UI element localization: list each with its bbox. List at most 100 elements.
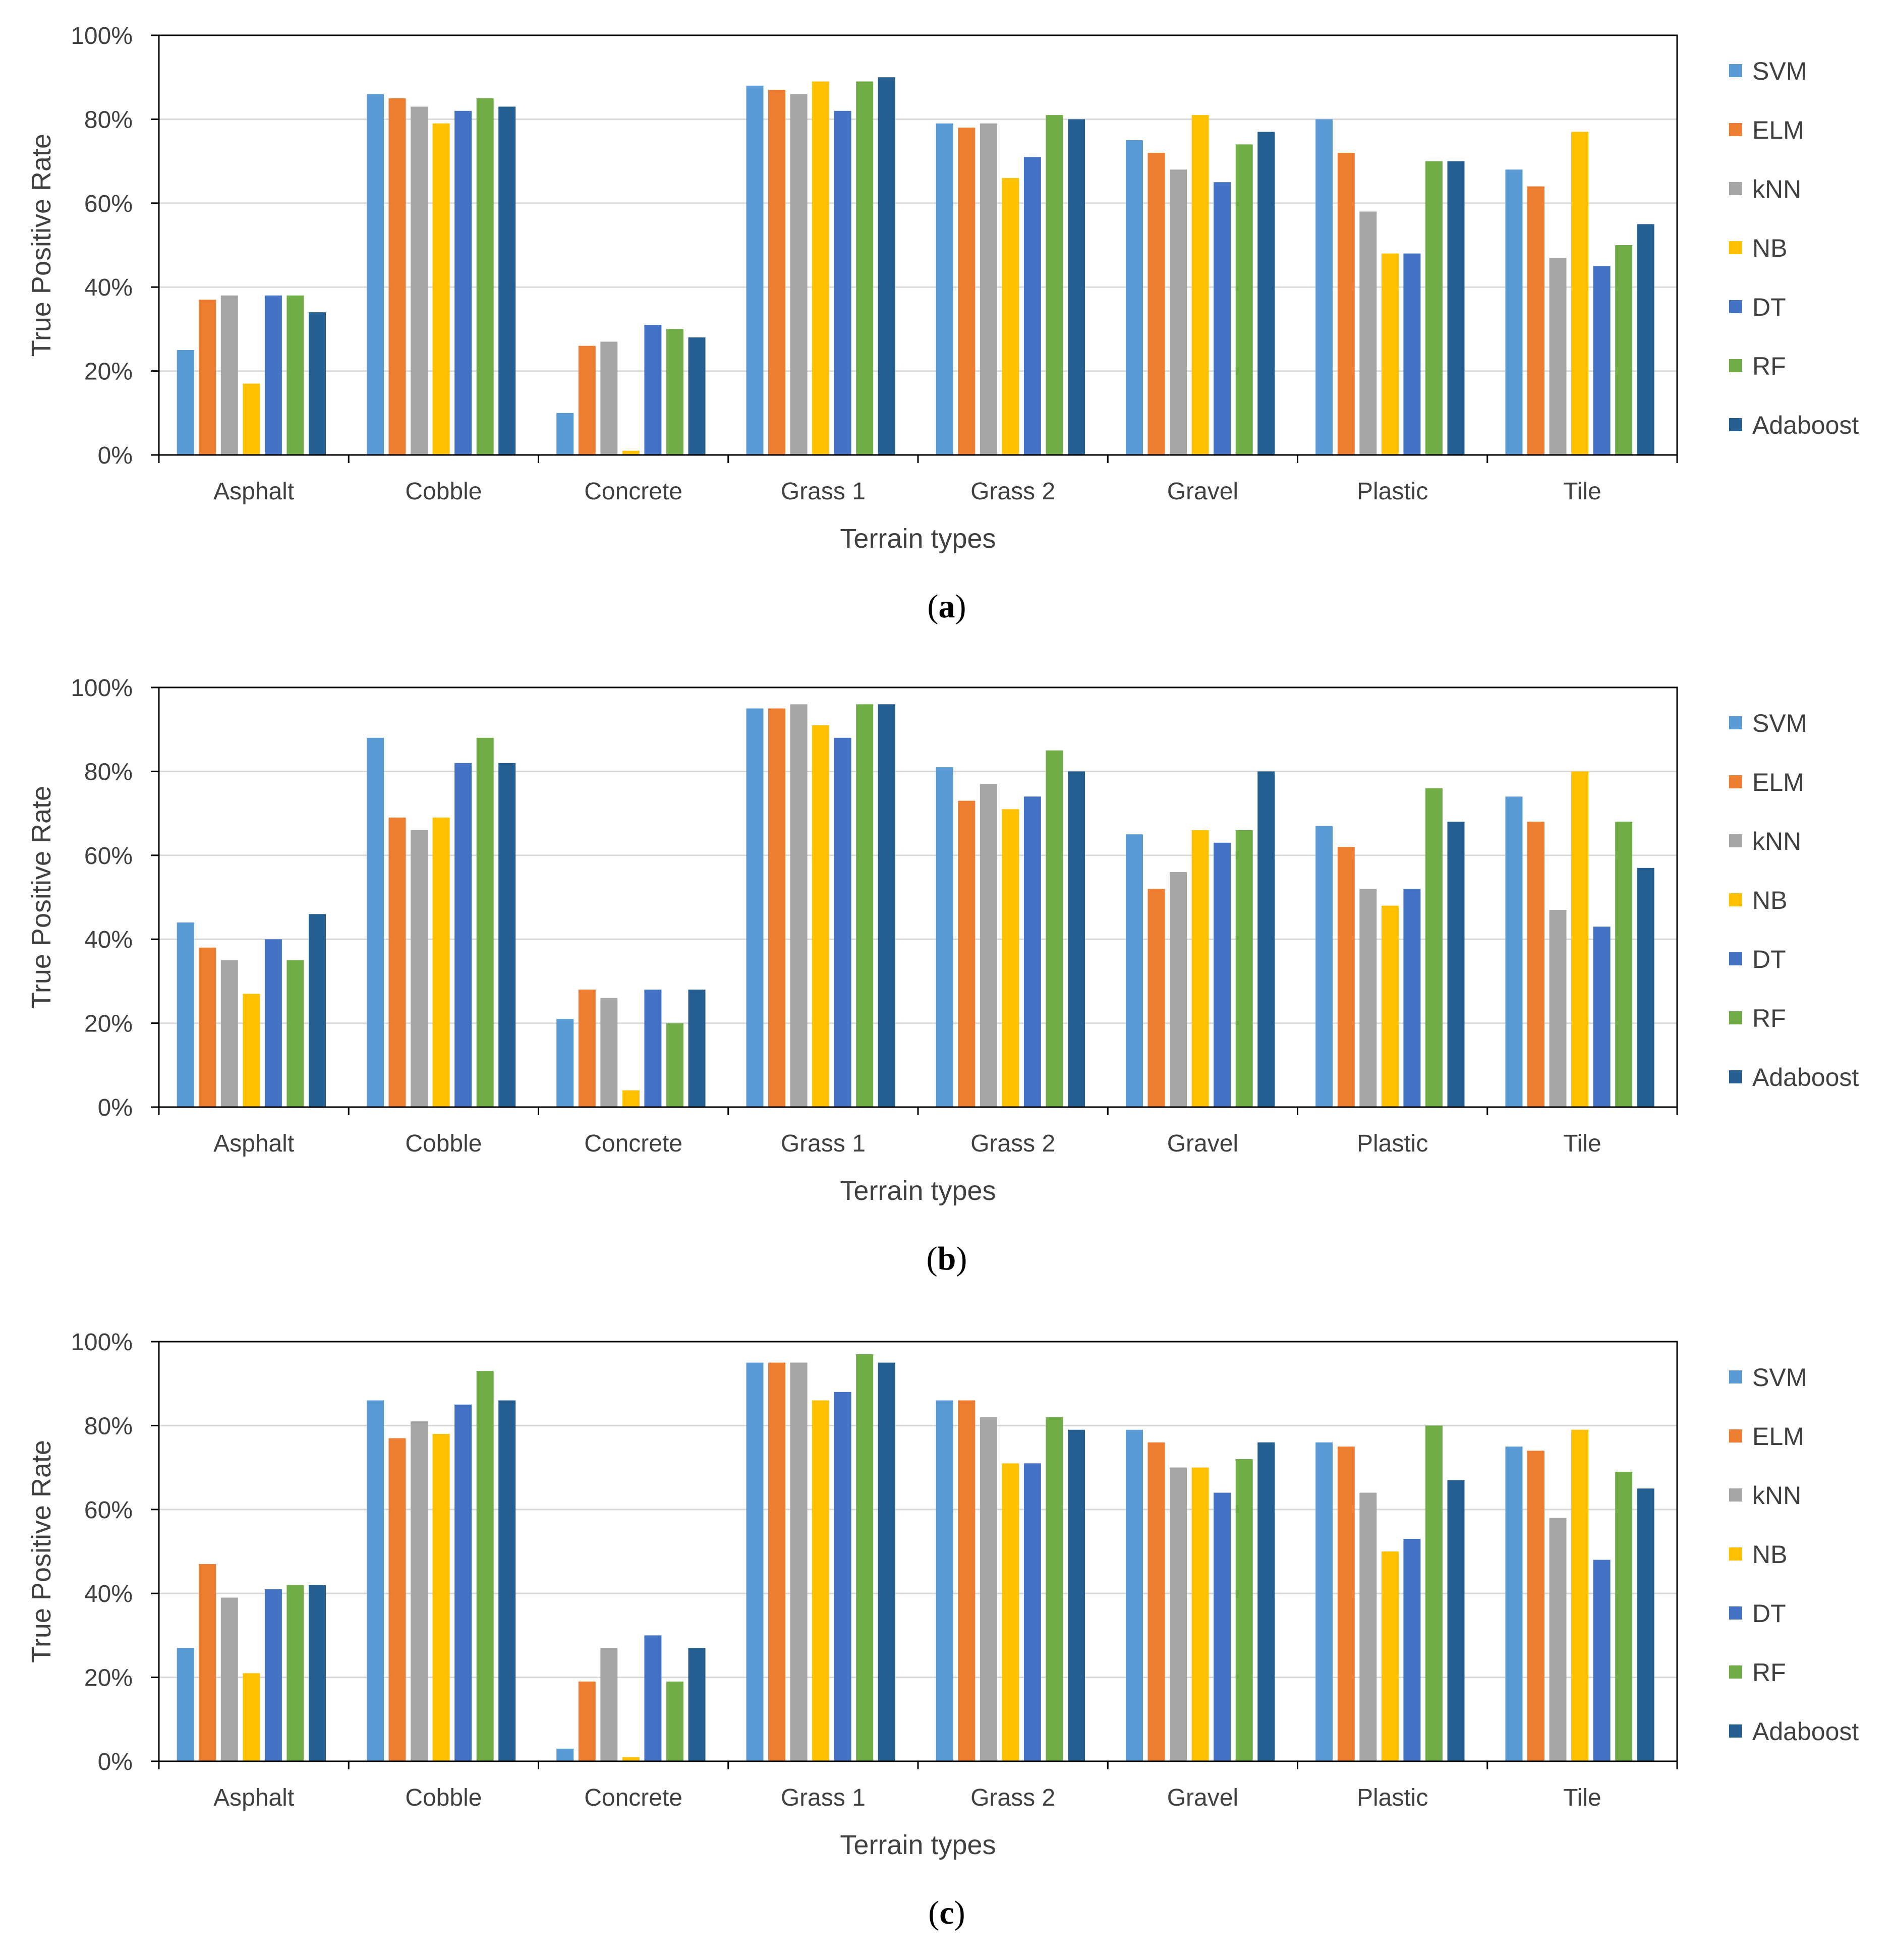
bar-dt-asphalt (264, 295, 282, 455)
bar-elm-tile (1527, 1451, 1544, 1761)
legend-item: SVM (1729, 57, 1807, 85)
legend-item: kNN (1729, 175, 1801, 203)
bar-svm-grass-2 (936, 123, 953, 455)
bar-dt-grass-1 (834, 110, 851, 455)
bar-svm-asphalt (177, 350, 194, 455)
y-tick-label: 20% (84, 1011, 133, 1037)
x-tick-label: Cobble (405, 1130, 482, 1157)
x-tick-label: Concrete (584, 1784, 682, 1811)
bar-svm-plastic (1315, 826, 1333, 1107)
legend-label: Adaboost (1752, 1063, 1859, 1091)
bar-dt-tile (1593, 927, 1611, 1107)
legend-swatch-elm (1729, 1429, 1742, 1443)
bar-svm-tile (1505, 1447, 1523, 1761)
bar-elm-cobble (388, 1438, 406, 1761)
legend-item: RF (1729, 1658, 1786, 1687)
legend-item: ELM (1729, 1422, 1804, 1451)
bar-knn-plastic (1359, 1492, 1377, 1761)
bar-adaboost-gravel (1257, 1442, 1275, 1761)
legend-label: SVM (1752, 57, 1807, 85)
chart-panel-c: 0% 20% 40% 60% 80% 100% Asphalt Cobble Concrete G… (26, 1329, 1859, 1931)
bar-adaboost-asphalt (309, 1585, 326, 1761)
legend-swatch-svm (1729, 1370, 1742, 1383)
bar-adaboost-cobble (498, 1400, 516, 1761)
bar-knn-tile (1549, 910, 1567, 1107)
x-tick-label: Grass 2 (970, 1784, 1055, 1811)
bar-elm-cobble (388, 817, 406, 1107)
bar-rf-tile (1615, 822, 1633, 1107)
bar-svm-gravel (1126, 1429, 1143, 1761)
y-tick-label: 100% (71, 675, 133, 702)
chart-panel-b: 0% 20% 40% 60% 80% 100% Asphalt Cobble Concrete G… (26, 675, 1859, 1277)
bar-svm-grass-1 (746, 1362, 764, 1761)
bar-knn-asphalt (220, 1597, 238, 1761)
x-tick-label: Concrete (584, 478, 682, 505)
legend-swatch-nb (1729, 241, 1742, 254)
bar-rf-cobble (476, 737, 494, 1107)
bar-svm-plastic (1315, 1442, 1333, 1761)
legend-label: Adaboost (1752, 1717, 1859, 1746)
y-tick-label: 40% (84, 927, 133, 953)
bar-knn-cobble (411, 106, 428, 455)
x-tick-label: Cobble (405, 1784, 482, 1811)
bar-nb-plastic (1381, 253, 1399, 455)
legend-swatch-adaboost (1729, 418, 1742, 431)
bar-adaboost-concrete (688, 1648, 706, 1761)
y-tick-label: 40% (84, 274, 133, 301)
x-axis-title: Terrain types (840, 1176, 996, 1206)
y-tick-label: 0% (98, 442, 133, 469)
bar-adaboost-plastic (1447, 1480, 1465, 1761)
bar-knn-gravel (1170, 1467, 1187, 1761)
bar-adaboost-plastic (1447, 822, 1465, 1107)
bar-rf-gravel (1235, 144, 1253, 455)
bar-elm-grass-2 (958, 128, 976, 455)
bar-dt-cobble (454, 1404, 472, 1761)
bar-rf-grass-1 (856, 704, 874, 1107)
bar-svm-grass-2 (936, 1400, 953, 1761)
y-axis-title: True Positive Rate (26, 786, 56, 1009)
bar-adaboost-grass-1 (878, 1362, 895, 1761)
bar-nb-plastic (1381, 905, 1399, 1107)
legend-swatch-knn (1729, 834, 1742, 847)
bar-nb-plastic (1381, 1551, 1399, 1761)
bar-elm-concrete (578, 1681, 596, 1761)
bar-svm-concrete (556, 413, 574, 455)
bar-rf-plastic (1425, 1425, 1443, 1761)
y-axis-title: True Positive Rate (26, 134, 56, 357)
legend-item: Adaboost (1729, 1717, 1859, 1746)
legend-swatch-svm (1729, 64, 1742, 77)
x-tick-label: Asphalt (213, 1130, 294, 1157)
legend-item: ELM (1729, 116, 1804, 144)
y-tick-label: 80% (84, 1413, 133, 1439)
bar-rf-cobble (476, 1371, 494, 1761)
panel-caption: (c) (928, 1894, 965, 1931)
y-tick-label: 100% (71, 23, 133, 49)
x-tick-label: Tile (1563, 478, 1601, 505)
legend-label: ELM (1752, 1422, 1804, 1451)
bar-elm-gravel (1148, 889, 1165, 1107)
bar-nb-tile (1571, 771, 1589, 1107)
bar-rf-gravel (1235, 1459, 1253, 1761)
bar-elm-concrete (578, 990, 596, 1107)
bar-adaboost-plastic (1447, 161, 1465, 455)
legend-label: ELM (1752, 116, 1804, 144)
legend-swatch-rf (1729, 1011, 1742, 1024)
bar-svm-asphalt (177, 922, 194, 1107)
bar-svm-grass-1 (746, 85, 764, 455)
bar-dt-cobble (454, 110, 472, 455)
bar-elm-cobble (388, 98, 406, 455)
legend-item: SVM (1729, 1363, 1807, 1392)
legend-label: SVM (1752, 709, 1807, 737)
legend-swatch-rf (1729, 359, 1742, 372)
legend-swatch-rf (1729, 1665, 1742, 1679)
bar-rf-gravel (1235, 830, 1253, 1107)
y-tick-label: 80% (84, 106, 133, 133)
legend-label: RF (1752, 1004, 1786, 1032)
legend-swatch-elm (1729, 775, 1742, 788)
bar-nb-concrete (622, 1090, 640, 1107)
bar-elm-grass-2 (958, 800, 976, 1107)
bar-adaboost-asphalt (309, 312, 326, 455)
bar-adaboost-grass-2 (1068, 119, 1085, 455)
bar-nb-grass-1 (812, 81, 830, 455)
bar-nb-cobble (432, 1434, 450, 1761)
